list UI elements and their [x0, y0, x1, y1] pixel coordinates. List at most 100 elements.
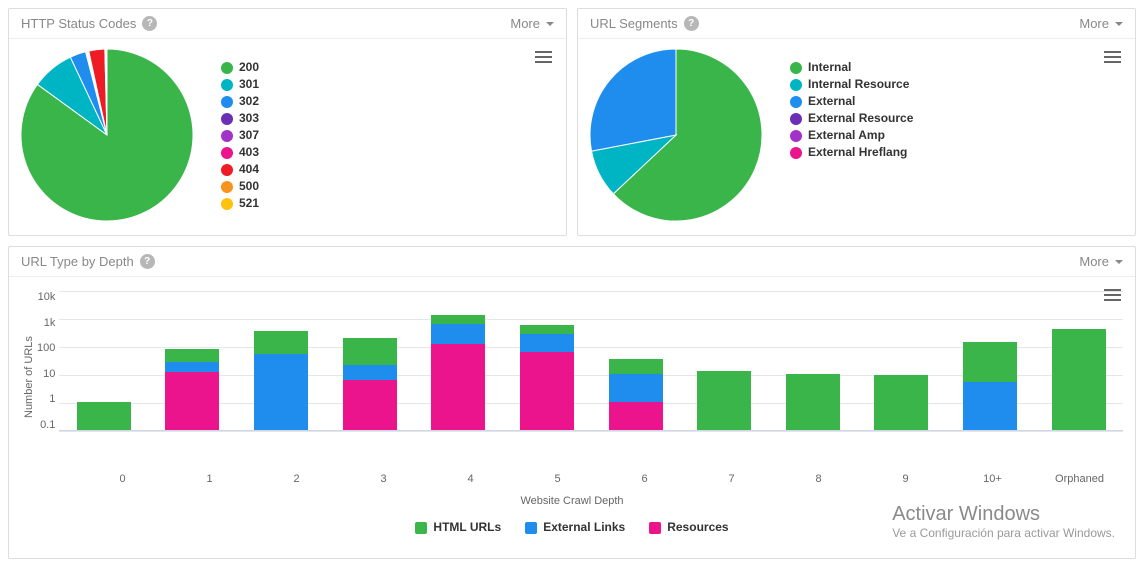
legend-item[interactable]: 307 [221, 127, 259, 144]
legend-item[interactable]: External Resource [790, 110, 913, 127]
more-dropdown[interactable]: More [1079, 16, 1123, 31]
legend-swatch [221, 96, 233, 108]
bar-segment-html[interactable] [254, 331, 308, 355]
legend-item[interactable]: External [790, 93, 913, 110]
legend-item[interactable]: External Hreflang [790, 144, 913, 161]
legend-item[interactable]: External Amp [790, 127, 913, 144]
bar-segment-resources[interactable] [609, 402, 663, 430]
panel-url-segments: URL Segments ? More InternalInternal Res… [577, 8, 1136, 236]
legend-label: HTML URLs [433, 519, 501, 536]
bar-group[interactable] [680, 291, 769, 430]
bar-segment-resources[interactable] [520, 352, 574, 430]
legend-item[interactable]: 303 [221, 110, 259, 127]
legend-label: 403 [239, 144, 259, 161]
bar-group[interactable] [148, 291, 237, 430]
legend-swatch [790, 130, 802, 142]
help-icon[interactable]: ? [684, 16, 699, 31]
bar-segment-external[interactable] [165, 362, 219, 372]
legend-depth: HTML URLs External Links Resources [21, 519, 1123, 536]
pie-chart-segments[interactable] [590, 49, 762, 221]
bar-group[interactable] [59, 291, 148, 430]
help-icon[interactable]: ? [142, 16, 157, 31]
legend-swatch [415, 522, 427, 534]
legend-item[interactable]: 200 [221, 59, 259, 76]
panel-title: URL Type by Depth [21, 254, 134, 269]
x-tick: 2 [253, 473, 340, 485]
legend-swatch [649, 522, 661, 534]
bar-segment-external[interactable] [963, 382, 1017, 430]
legend-item[interactable]: HTML URLs [415, 519, 501, 536]
more-dropdown[interactable]: More [1079, 254, 1123, 269]
bar-group[interactable] [591, 291, 680, 430]
bar-group[interactable] [946, 291, 1035, 430]
legend-item[interactable]: 500 [221, 178, 259, 195]
legend-label: 307 [239, 127, 259, 144]
bar-group[interactable] [237, 291, 326, 430]
x-tick: 0 [79, 473, 166, 485]
bar-segment-external[interactable] [609, 374, 663, 402]
bar-group[interactable] [1034, 291, 1123, 430]
bar-group[interactable] [414, 291, 503, 430]
more-dropdown[interactable]: More [510, 16, 554, 31]
pie-chart-http[interactable] [21, 49, 193, 221]
x-tick: 10+ [949, 473, 1036, 485]
bar-segment-html[interactable] [431, 315, 485, 324]
legend-item[interactable]: External Links [525, 519, 625, 536]
chevron-down-icon [1115, 260, 1123, 264]
y-tick: 0.1 [40, 419, 55, 431]
bar-segment-html[interactable] [874, 375, 928, 430]
legend-item[interactable]: 404 [221, 161, 259, 178]
bar-chart-depth[interactable]: Number of URLs 10k1k1001010.1 [21, 287, 1123, 467]
legend-item[interactable]: Resources [649, 519, 728, 536]
bar-segment-html[interactable] [697, 371, 751, 430]
legend-item[interactable]: 301 [221, 76, 259, 93]
bar-segment-html[interactable] [786, 374, 840, 430]
legend-label: 404 [239, 161, 259, 178]
bar-segment-external[interactable] [254, 354, 308, 430]
y-tick: 1 [49, 393, 55, 405]
legend-item[interactable]: 302 [221, 93, 259, 110]
bar-segment-resources[interactable] [165, 372, 219, 430]
bar-segment-html[interactable] [609, 359, 663, 374]
legend-swatch [221, 181, 233, 193]
more-label: More [1079, 16, 1109, 31]
bar-segment-html[interactable] [963, 342, 1017, 383]
more-label: More [510, 16, 540, 31]
legend-label: 303 [239, 110, 259, 127]
help-icon[interactable]: ? [140, 254, 155, 269]
bar-group[interactable] [503, 291, 592, 430]
bar-segment-html[interactable] [165, 349, 219, 362]
bar-segment-html[interactable] [77, 402, 131, 430]
legend-swatch [790, 96, 802, 108]
legend-swatch [221, 198, 233, 210]
bar-segment-html[interactable] [1052, 329, 1106, 430]
x-axis-ticks: 012345678910+Orphaned [79, 473, 1123, 485]
bar-segment-external[interactable] [343, 365, 397, 380]
bar-segment-resources[interactable] [343, 380, 397, 430]
bar-segment-html[interactable] [343, 338, 397, 365]
legend-item[interactable]: 403 [221, 144, 259, 161]
legend-item[interactable]: Internal Resource [790, 76, 913, 93]
legend-http: 200301302303307403404500521 [221, 49, 259, 212]
x-tick: 1 [166, 473, 253, 485]
x-tick: 6 [601, 473, 688, 485]
y-axis-ticks: 10k1k1001010.1 [37, 291, 59, 431]
bar-segment-external[interactable] [520, 334, 574, 352]
y-axis-label: Number of URLs [21, 287, 37, 467]
chart-menu-icon[interactable] [535, 51, 552, 63]
legend-swatch [790, 79, 802, 91]
legend-swatch [525, 522, 537, 534]
chart-menu-icon[interactable] [1104, 51, 1121, 63]
legend-item[interactable]: 521 [221, 195, 259, 212]
legend-label: External Links [543, 519, 625, 536]
legend-label: 500 [239, 178, 259, 195]
legend-label: Internal [808, 59, 851, 76]
bar-group[interactable] [857, 291, 946, 430]
bar-group[interactable] [768, 291, 857, 430]
bar-segment-external[interactable] [431, 324, 485, 344]
bar-segment-html[interactable] [520, 325, 574, 334]
bar-group[interactable] [325, 291, 414, 430]
legend-item[interactable]: Internal [790, 59, 913, 76]
y-tick: 10k [38, 291, 56, 303]
bar-segment-resources[interactable] [431, 344, 485, 430]
